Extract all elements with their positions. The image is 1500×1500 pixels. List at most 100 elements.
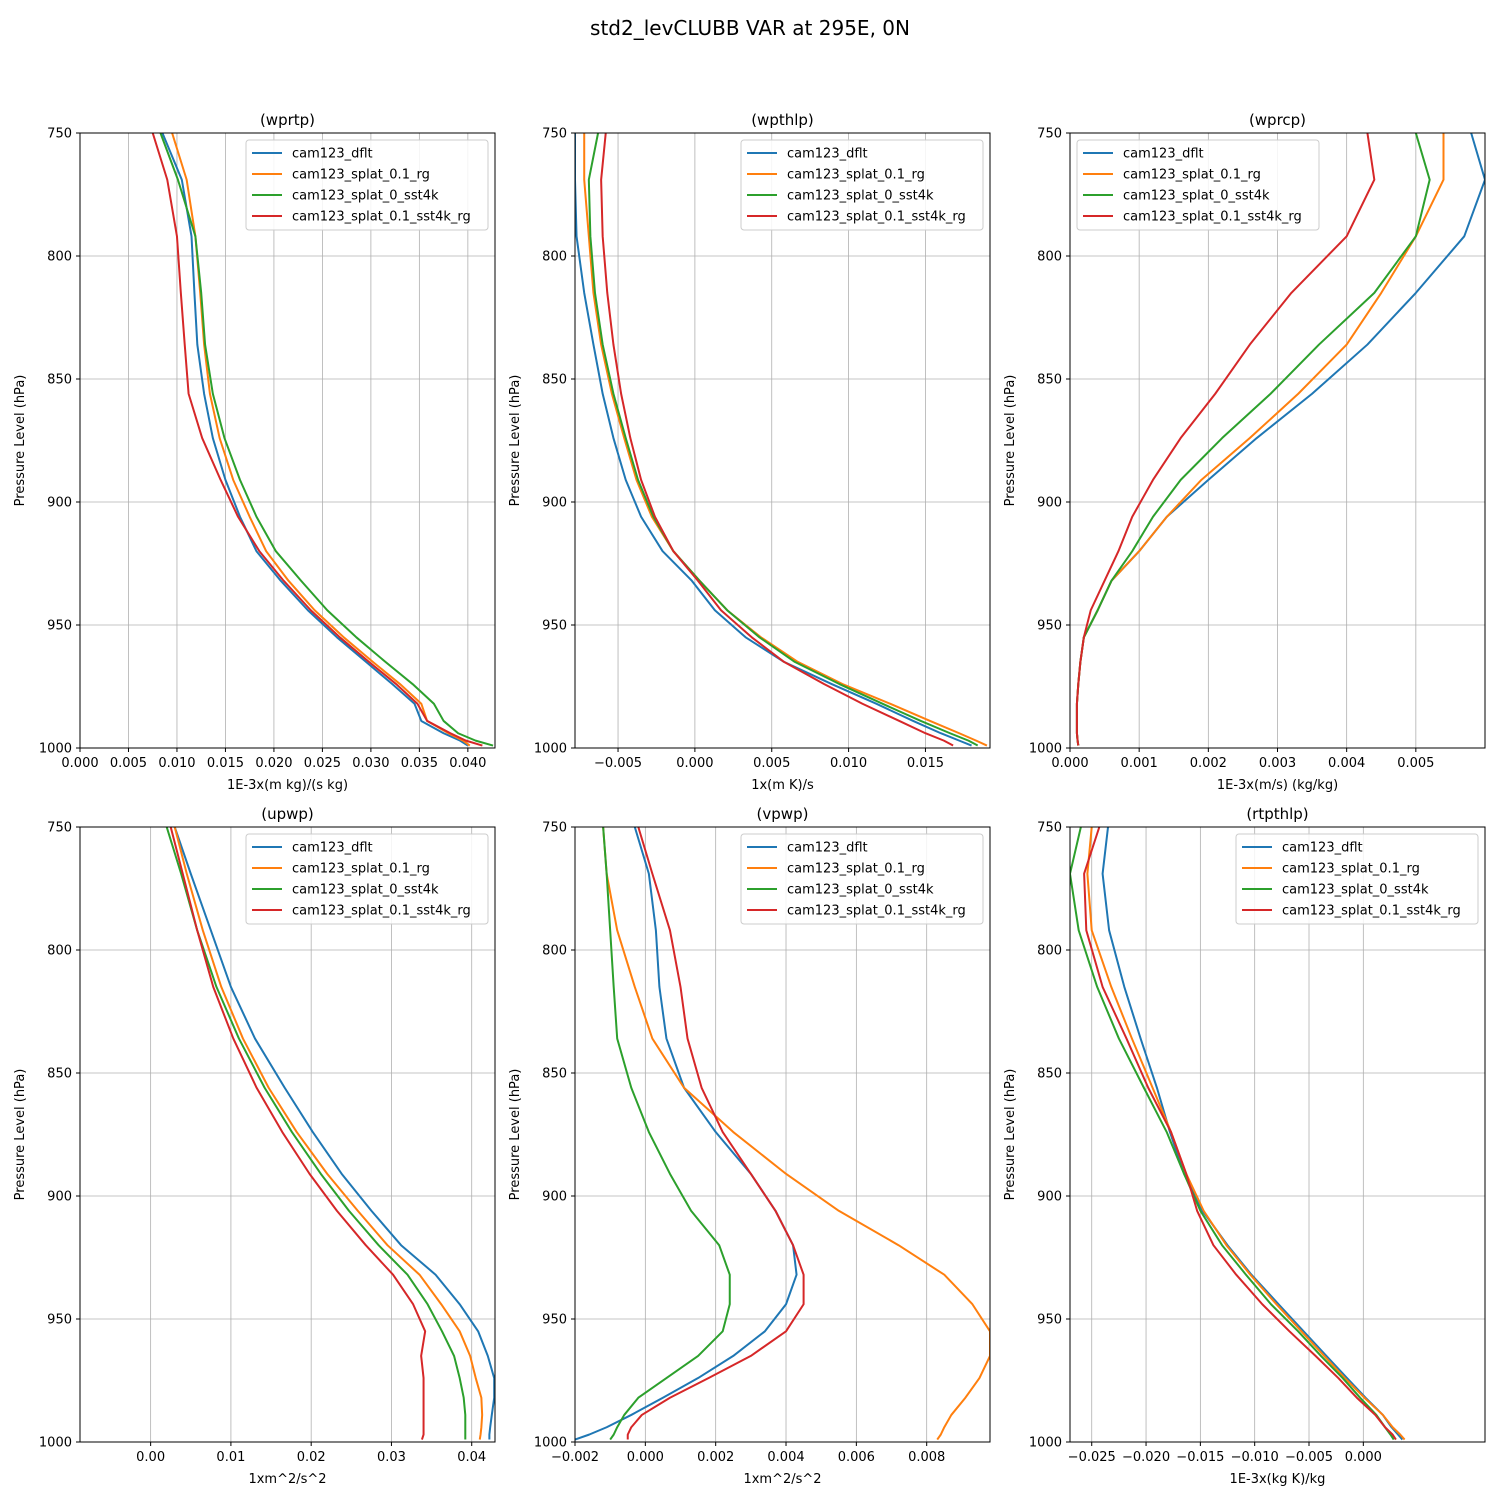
legend-label: cam123_splat_0.1_sst4k_rg — [292, 904, 471, 919]
series-group — [151, 133, 494, 747]
legend: cam123_dflt cam123_splat_0.1_rg cam123_spl… — [740, 833, 984, 925]
legend-label: cam123_dflt — [787, 147, 868, 162]
figure-title: std2_levCLUBB VAR at 295E, 0N — [590, 16, 910, 40]
subplot-rtpthlp: −0.025 −0.020 −0.015 −0.010 −0.005 0.000 750 80… — [1003, 805, 1486, 1487]
legend-label: cam123_splat_0.1_sst4k_rg — [1282, 904, 1461, 919]
y-tick-label: 750 — [542, 821, 567, 836]
x-tick-label: 0.002 — [697, 1450, 734, 1465]
series-line-cam123_dflt — [161, 133, 469, 747]
x-tick-label: 0.000 — [61, 756, 98, 771]
legend-box — [245, 139, 489, 231]
legend-label: cam123_dflt — [1123, 147, 1204, 162]
x-tick-label: 0.005 — [110, 756, 147, 771]
subplot-title: (rtpthlp) — [1246, 805, 1308, 823]
series-line-cam123_splat_0.1_rg — [173, 827, 484, 1440]
x-tick-label: 0.015 — [207, 756, 244, 771]
x-tick-label: −0.005 — [594, 756, 642, 771]
legend-label: cam123_dflt — [292, 841, 373, 856]
series-line-cam123_splat_0.1_sst4k_rg — [1083, 827, 1397, 1441]
y-tick-label: 900 — [47, 496, 72, 511]
x-tick-label: −0.010 — [1231, 1450, 1279, 1465]
subplot-vpwp: −0.002 0.000 0.002 0.004 0.006 0.008 750 800 850… — [508, 805, 991, 1487]
x-tick-label: 0.025 — [304, 756, 341, 771]
x-tick-label: 0.010 — [158, 756, 195, 771]
y-tick-label: 850 — [47, 373, 72, 388]
x-tick-label: 0.006 — [838, 1450, 875, 1465]
y-tick-label: 750 — [47, 821, 72, 836]
x-tick-label: 0.02 — [297, 1450, 326, 1465]
series-line-cam123_dflt — [575, 827, 798, 1441]
y-axis-label: Pressure Level (hPa) — [1003, 375, 1018, 507]
y-tick-label: 950 — [1037, 1313, 1062, 1328]
series-line-cam123_splat_0_sst4k — [602, 827, 731, 1441]
series-group — [575, 827, 990, 1441]
y-tick-label: 800 — [542, 944, 567, 959]
legend: cam123_dflt cam123_splat_0.1_rg cam123_spl… — [1235, 833, 1479, 925]
series-group — [165, 827, 495, 1440]
y-tick-label: 850 — [542, 1067, 567, 1082]
legend-label: cam123_splat_0.1_sst4k_rg — [787, 210, 966, 225]
series-line-cam123_splat_0.1_sst4k_rg — [169, 827, 427, 1440]
x-tick-label: 0.001 — [1121, 756, 1158, 771]
series-line-cam123_splat_0_sst4k — [159, 133, 494, 747]
x-tick-label: 0.008 — [908, 1450, 945, 1465]
y-tick-label: 1000 — [1029, 742, 1062, 757]
y-tick-label: 750 — [47, 127, 72, 142]
x-tick-label: 0.000 — [676, 756, 713, 771]
y-tick-label: 1000 — [39, 742, 72, 757]
y-axis-label: Pressure Level (hPa) — [508, 375, 523, 507]
y-tick-label: 750 — [1037, 821, 1062, 836]
subplot-wpthlp: −0.005 0.000 0.005 0.010 0.015 750 800 850 900 95… — [508, 111, 991, 793]
subplot-wprtp: 0.000 0.005 0.010 0.015 0.020 0.025 0.030 0.035… — [13, 111, 496, 793]
legend-box — [740, 139, 984, 231]
legend-label: cam123_dflt — [787, 841, 868, 856]
y-tick-label: 950 — [542, 619, 567, 634]
x-tick-label: 0.002 — [1190, 756, 1227, 771]
series-group — [575, 133, 988, 747]
y-tick-label: 900 — [1037, 496, 1062, 511]
x-tick-label: −0.002 — [551, 1450, 599, 1465]
legend-box — [1235, 833, 1479, 925]
x-tick-label: 0.00 — [136, 1450, 165, 1465]
x-tick-label: 0.004 — [767, 1450, 804, 1465]
legend: cam123_dflt cam123_splat_0.1_rg cam123_spl… — [245, 833, 489, 925]
y-tick-label: 850 — [1037, 373, 1062, 388]
subplot-title: (vpwp) — [757, 805, 809, 823]
y-tick-label: 950 — [47, 1313, 72, 1328]
y-tick-label: 750 — [1037, 127, 1062, 142]
y-axis-label: Pressure Level (hPa) — [508, 1069, 523, 1201]
y-tick-label: 900 — [542, 1190, 567, 1205]
x-axis-label: 1xm^2/s^2 — [248, 1472, 326, 1487]
legend-label: cam123_splat_0_sst4k — [292, 883, 439, 898]
subplot-title: (upwp) — [261, 805, 314, 823]
legend: cam123_dflt cam123_splat_0.1_rg cam123_spl… — [1076, 139, 1320, 231]
series-line-cam123_splat_0.1_rg — [1086, 827, 1406, 1441]
y-axis-label: Pressure Level (hPa) — [13, 1069, 28, 1201]
x-tick-label: 0.003 — [1259, 756, 1296, 771]
y-tick-label: 900 — [47, 1190, 72, 1205]
y-tick-label: 850 — [1037, 1067, 1062, 1082]
legend-label: cam123_splat_0.1_rg — [787, 168, 925, 183]
axes-frame — [1069, 826, 1486, 1443]
axes-frame — [79, 826, 496, 1443]
legend: cam123_dflt cam123_splat_0.1_rg cam123_spl… — [245, 139, 489, 231]
legend-label: cam123_splat_0_sst4k — [787, 189, 934, 204]
y-tick-label: 900 — [1037, 1190, 1062, 1205]
subplot-title: (wpthlp) — [751, 111, 814, 129]
y-tick-label: 800 — [1037, 944, 1062, 959]
legend-box — [1076, 139, 1320, 231]
subplot-title: (wprcp) — [1249, 111, 1306, 129]
axes-frame — [574, 132, 991, 749]
legend-label: cam123_splat_0_sst4k — [1282, 883, 1429, 898]
x-tick-label: −0.020 — [1122, 1450, 1170, 1465]
legend-label: cam123_splat_0_sst4k — [292, 189, 439, 204]
y-tick-label: 1000 — [534, 742, 567, 757]
y-tick-label: 800 — [1037, 250, 1062, 265]
series-group — [1075, 133, 1485, 746]
x-tick-label: 0.000 — [1051, 756, 1088, 771]
y-tick-label: 1000 — [534, 1436, 567, 1451]
x-tick-label: 0.020 — [255, 756, 292, 771]
y-tick-label: 850 — [542, 373, 567, 388]
series-line-cam123_splat_0.1_rg — [602, 827, 990, 1441]
